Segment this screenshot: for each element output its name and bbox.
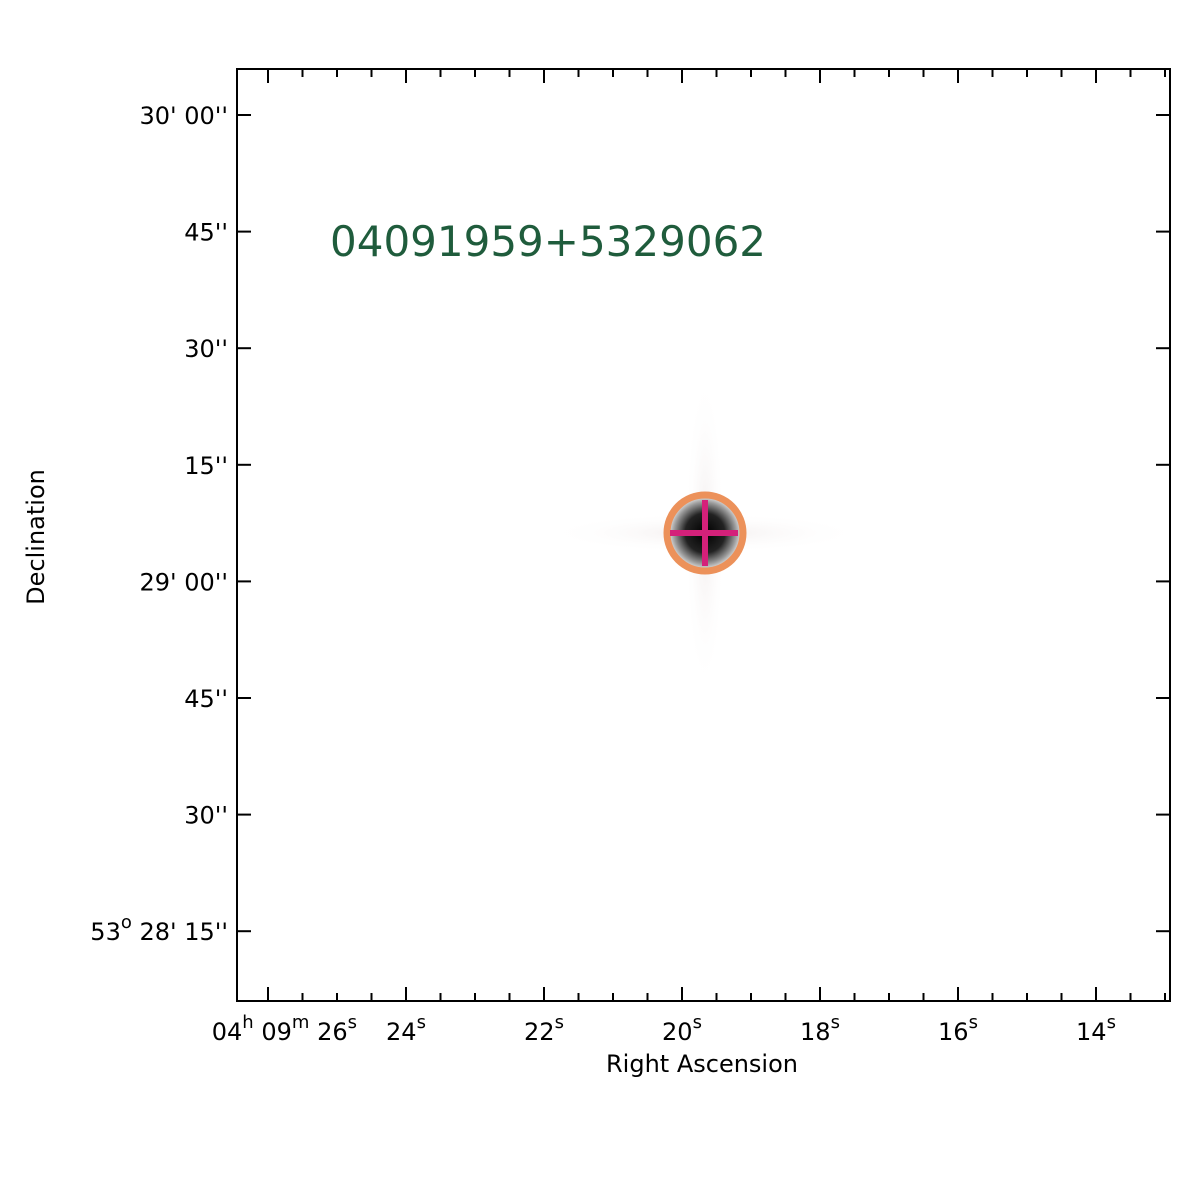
tick-label: 53o​ 28' 15'' — [90, 912, 228, 946]
tick-label-main: 26 — [317, 1018, 348, 1046]
tick-label-main: 22 — [524, 1018, 555, 1046]
tick-label-sup: s — [555, 1012, 564, 1033]
tick-label-sup: s — [417, 1012, 426, 1033]
tick-label-space — [309, 1018, 317, 1046]
tick-label-main: 20 — [662, 1018, 693, 1046]
tick-label-main: 45'' — [184, 219, 228, 247]
tick-label: 30'' — [184, 802, 228, 830]
tick-label-main: 30'' — [184, 802, 228, 830]
tick-label: 30'' — [184, 335, 228, 363]
marker-circle — [663, 491, 747, 575]
tick-label-sup: o — [121, 912, 132, 933]
tick-label-main: 09 — [261, 1018, 292, 1046]
tick-label: 15'' — [184, 452, 228, 480]
tick-label-sup: s — [693, 1012, 702, 1033]
tick-label: 30' 00'' — [140, 102, 229, 130]
source-label: 04091959+5329062 — [330, 217, 766, 266]
tick-label-main: 24 — [386, 1018, 417, 1046]
tick-label-space — [132, 918, 140, 946]
tick-label-sup: s — [348, 1012, 357, 1033]
tick-label: 20s​ — [662, 1012, 702, 1046]
tick-label-main: 53 — [90, 918, 121, 946]
tick-label: 29' 00'' — [140, 568, 229, 596]
y-axis-label: Declination — [22, 469, 50, 605]
tick-label-main: 18 — [800, 1018, 831, 1046]
tick-label-sup: h — [242, 1012, 253, 1033]
tick-label: 24s​ — [386, 1012, 426, 1046]
tick-label-main: 28' 15'' — [140, 918, 229, 946]
tick-label-main: 14 — [1076, 1018, 1107, 1046]
tick-label: 16s​ — [938, 1012, 978, 1046]
tick-label-main: 15'' — [184, 452, 228, 480]
tick-label-main: 16 — [938, 1018, 969, 1046]
x-axis-label: Right Ascension — [606, 1050, 798, 1078]
tick-label: 22s​ — [524, 1012, 564, 1046]
tick-label-sup: m — [292, 1012, 310, 1033]
tick-label: 18s​ — [800, 1012, 840, 1046]
tick-label-main: 29' 00'' — [140, 568, 229, 596]
tick-label-sup: s — [831, 1012, 840, 1033]
tick-label: 14s​ — [1076, 1012, 1116, 1046]
tick-label-sup: s — [969, 1012, 978, 1033]
star-image — [545, 373, 865, 693]
tick-label-main: 04 — [212, 1018, 243, 1046]
tick-label-main: 30' 00'' — [140, 102, 229, 130]
tick-label-sup: s — [1107, 1012, 1116, 1033]
tick-label: 45'' — [184, 685, 228, 713]
tick-label-space — [254, 1018, 262, 1046]
tick-label-main: 45'' — [184, 685, 228, 713]
tick-label: 04h​ 09m​ 26s​ — [212, 1012, 357, 1046]
tick-label: 45'' — [184, 219, 228, 247]
tick-label-main: 30'' — [184, 335, 228, 363]
